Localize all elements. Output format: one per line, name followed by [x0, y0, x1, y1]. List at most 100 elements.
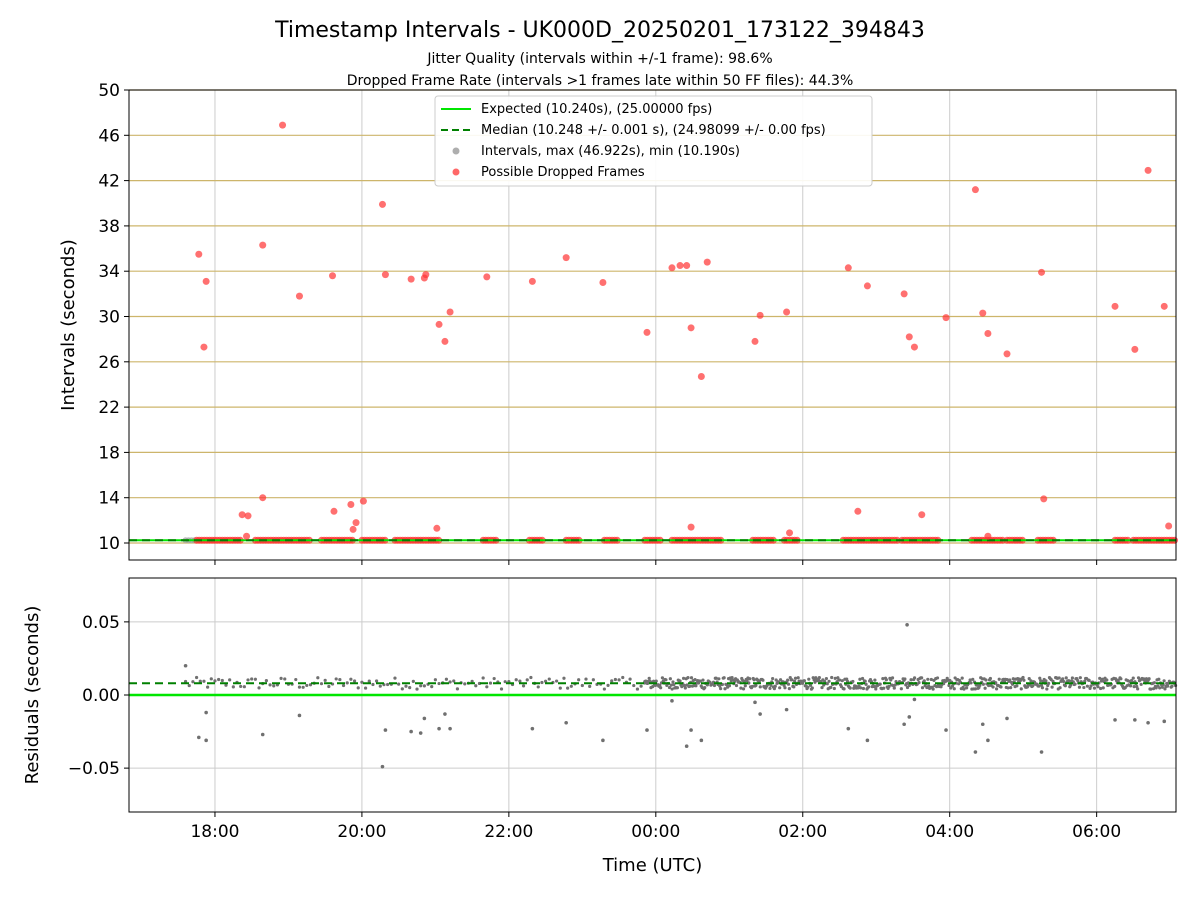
dropped-frame-point	[979, 309, 987, 317]
residual-point	[761, 678, 765, 682]
dropped-frame-point	[942, 314, 950, 322]
residual-point	[660, 676, 665, 680]
residual-point	[1044, 679, 1048, 683]
residual-point	[682, 683, 687, 688]
residual-point	[1040, 686, 1045, 690]
residual-point	[279, 676, 283, 681]
residual-point	[204, 738, 208, 743]
residual-point	[647, 676, 651, 681]
residual-point	[752, 678, 756, 682]
dropped-frame-point	[971, 186, 979, 194]
y-tick-label: 18	[98, 443, 120, 463]
legend-box	[434, 95, 873, 187]
residual-point	[444, 677, 449, 681]
residual-point	[772, 687, 776, 691]
residual-point	[1160, 685, 1164, 689]
residual-point	[294, 677, 298, 682]
residual-point	[1015, 684, 1019, 688]
residual-point	[722, 676, 726, 680]
residual-point	[1078, 676, 1082, 680]
residual-point	[341, 683, 346, 688]
residual-point	[1057, 676, 1061, 680]
residual-point	[514, 678, 518, 682]
residual-point	[743, 684, 747, 688]
residual-point	[400, 687, 404, 691]
dropped-frame-point	[349, 525, 357, 533]
residual-point	[209, 677, 213, 681]
residual-point	[1050, 685, 1054, 689]
dropped-frame-point	[329, 272, 337, 280]
residual-point	[1151, 687, 1156, 691]
residual-point	[1037, 684, 1041, 688]
residual-point	[1162, 679, 1166, 683]
residual-point	[1162, 719, 1167, 724]
residual-point	[719, 687, 723, 691]
residual-point	[988, 676, 993, 681]
residual-point	[962, 687, 966, 691]
residual-point	[920, 686, 925, 690]
residual-point	[909, 678, 913, 682]
residual-point	[580, 683, 584, 688]
residual-point	[672, 682, 676, 687]
residual-point	[452, 679, 456, 683]
residual-point	[1006, 686, 1010, 690]
residual-point	[926, 677, 930, 681]
residual-point	[712, 683, 717, 688]
residual-point	[807, 677, 811, 681]
dropped-frame-point	[200, 343, 208, 351]
residual-point	[543, 679, 548, 683]
residual-point	[973, 750, 978, 754]
residual-point	[383, 728, 388, 732]
residual-point	[1027, 677, 1031, 681]
residual-point	[224, 683, 228, 687]
dropped-frame-point	[1038, 268, 1046, 276]
residual-point	[1092, 686, 1097, 690]
dropped-frame-point	[703, 258, 711, 266]
residuals-plot: −0.05 0.00 0.05 18:00 20:00 22:00 00:00 02:00 04…	[22, 577, 1178, 876]
residual-point	[1170, 684, 1174, 688]
y-tick-label: 0.00	[82, 686, 120, 706]
residual-point	[783, 686, 787, 690]
residual-point	[206, 685, 210, 689]
residual-point	[356, 686, 360, 690]
residual-point	[246, 678, 250, 682]
residual-point	[827, 679, 831, 683]
residual-point	[1131, 676, 1135, 680]
dropped-frame-point	[984, 329, 992, 337]
residual-point	[863, 679, 867, 683]
residual-point	[437, 681, 441, 686]
residual-point	[1087, 678, 1091, 682]
x-axis-label: Time (UTC)	[602, 855, 703, 876]
dropped-frame-point	[244, 512, 252, 520]
residual-point	[778, 686, 782, 690]
residual-point	[213, 679, 217, 683]
residual-point	[408, 685, 412, 690]
residual-point	[529, 675, 533, 680]
residual-point	[968, 678, 972, 682]
dropped-frame-point	[1040, 495, 1048, 503]
dropped-frame-point	[910, 343, 918, 351]
dropped-frame-point	[407, 275, 415, 283]
residual-point	[415, 687, 419, 691]
residual-point	[345, 681, 349, 685]
residual-point	[806, 685, 810, 689]
residual-point	[846, 726, 851, 731]
residual-point	[191, 680, 195, 684]
residual-point	[784, 707, 789, 712]
dropped-frame-point	[599, 279, 607, 287]
dropped-frame-point	[259, 494, 267, 502]
residual-point	[848, 686, 852, 690]
residual-point	[786, 682, 791, 686]
residual-point	[198, 679, 202, 683]
residual-point	[628, 677, 632, 681]
residual-point	[474, 684, 478, 688]
residual-point	[430, 684, 434, 689]
dropped-frame-point	[1160, 302, 1168, 310]
residual-point	[1039, 683, 1044, 687]
residual-point	[1149, 687, 1153, 691]
residual-point	[419, 684, 423, 688]
residual-point	[754, 683, 758, 687]
residual-point	[773, 684, 777, 688]
legend-label: Median (10.248 +/- 0.001 s), (24.98099 +…	[481, 123, 826, 138]
residual-point	[734, 683, 739, 688]
